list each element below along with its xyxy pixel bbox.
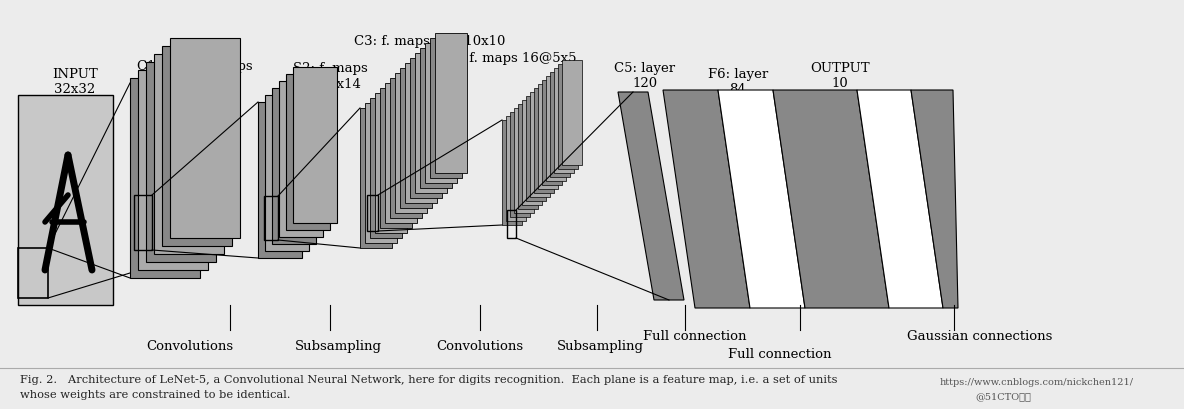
- Bar: [134, 195, 152, 250]
- Polygon shape: [773, 90, 889, 308]
- Bar: [558, 64, 578, 169]
- Bar: [510, 112, 530, 217]
- Polygon shape: [718, 90, 805, 308]
- Bar: [554, 68, 574, 173]
- Bar: [542, 80, 562, 185]
- Text: whose weights are constrained to be identical.: whose weights are constrained to be iden…: [20, 390, 290, 400]
- Text: C5: layer
120: C5: layer 120: [614, 62, 676, 90]
- Bar: [562, 60, 583, 165]
- Bar: [395, 73, 427, 213]
- Bar: [367, 195, 378, 231]
- Text: INPUT
32x32: INPUT 32x32: [52, 68, 98, 96]
- Bar: [506, 116, 526, 221]
- Bar: [360, 108, 392, 248]
- Bar: [264, 196, 278, 240]
- Bar: [385, 83, 417, 223]
- Bar: [380, 88, 412, 228]
- Bar: [162, 46, 232, 246]
- Polygon shape: [663, 90, 749, 308]
- Polygon shape: [910, 90, 958, 308]
- Text: C1: feature maps
6@28x28: C1: feature maps 6@28x28: [137, 60, 253, 88]
- Bar: [258, 102, 302, 258]
- Text: C3: f. maps 16@10x10: C3: f. maps 16@10x10: [354, 35, 506, 48]
- Bar: [139, 70, 208, 270]
- Bar: [369, 98, 403, 238]
- Bar: [130, 78, 200, 278]
- Polygon shape: [618, 92, 684, 300]
- Bar: [279, 81, 323, 237]
- Bar: [526, 96, 546, 201]
- Bar: [435, 33, 466, 173]
- Bar: [18, 248, 49, 298]
- Bar: [292, 67, 337, 223]
- Bar: [265, 95, 309, 251]
- Bar: [170, 38, 240, 238]
- Text: Gaussian connections: Gaussian connections: [907, 330, 1053, 343]
- Bar: [375, 93, 407, 233]
- Bar: [425, 43, 457, 183]
- Polygon shape: [857, 90, 942, 308]
- Text: Subsampling: Subsampling: [295, 340, 381, 353]
- Bar: [287, 74, 330, 230]
- Bar: [272, 88, 316, 244]
- Bar: [154, 54, 224, 254]
- Text: Convolutions: Convolutions: [147, 340, 233, 353]
- Bar: [18, 95, 112, 305]
- Text: S2: f. maps
6@14x14: S2: f. maps 6@14x14: [292, 62, 367, 90]
- Text: S4: f. maps 16@5x5: S4: f. maps 16@5x5: [443, 52, 577, 65]
- Text: https://www.cnblogs.com/nickchen121/: https://www.cnblogs.com/nickchen121/: [940, 378, 1134, 387]
- Text: @51CTO博客: @51CTO博客: [974, 392, 1031, 401]
- Text: Full connection: Full connection: [728, 348, 831, 361]
- Bar: [522, 100, 542, 205]
- Bar: [420, 48, 452, 188]
- Bar: [507, 210, 516, 238]
- Bar: [410, 58, 442, 198]
- Text: OUTPUT
10: OUTPUT 10: [810, 62, 870, 90]
- Bar: [551, 72, 570, 177]
- Text: F6: layer
84: F6: layer 84: [708, 68, 768, 96]
- Text: Fig. 2.   Architecture of LeNet-5, a Convolutional Neural Network, here for digi: Fig. 2. Architecture of LeNet-5, a Convo…: [20, 375, 837, 385]
- Bar: [538, 84, 558, 189]
- Bar: [365, 103, 397, 243]
- Text: Full connection: Full connection: [643, 330, 747, 343]
- Bar: [400, 68, 432, 208]
- Bar: [514, 108, 534, 213]
- Bar: [546, 76, 566, 181]
- Bar: [390, 78, 422, 218]
- Text: Subsampling: Subsampling: [556, 340, 643, 353]
- Bar: [534, 88, 554, 193]
- Bar: [502, 120, 522, 225]
- Bar: [519, 104, 538, 209]
- Bar: [530, 92, 551, 197]
- Bar: [405, 63, 437, 203]
- Text: Convolutions: Convolutions: [437, 340, 523, 353]
- Bar: [146, 62, 215, 262]
- Bar: [416, 53, 448, 193]
- Bar: [430, 38, 462, 178]
